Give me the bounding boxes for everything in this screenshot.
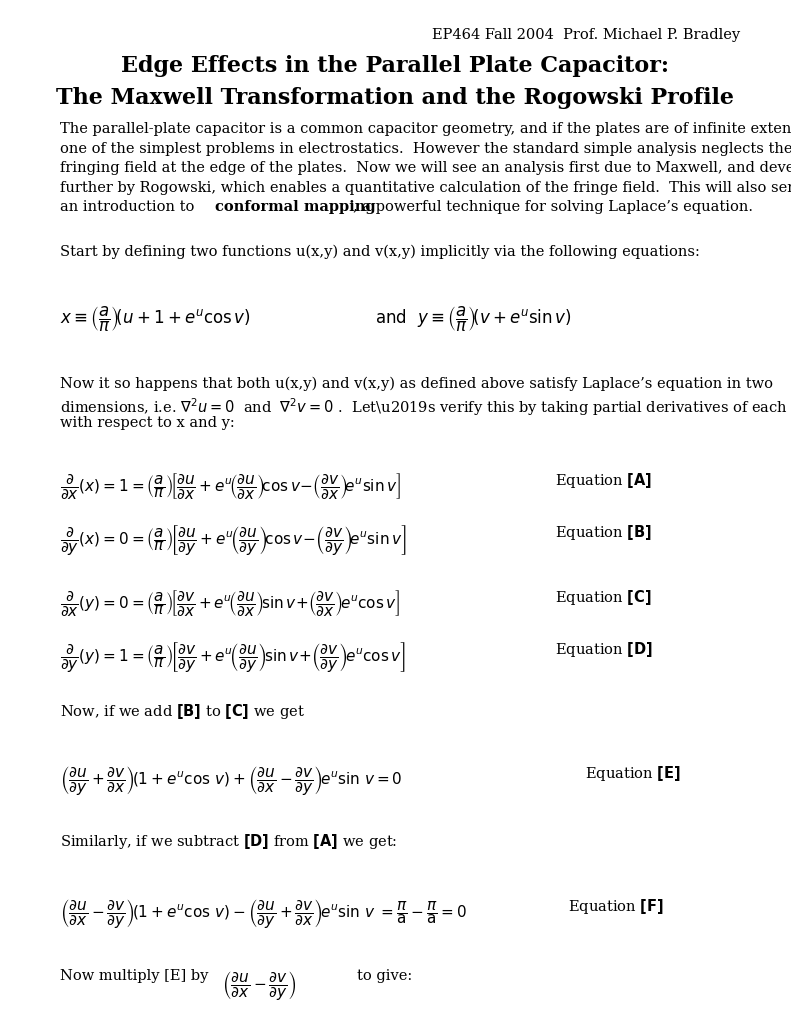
Text: with respect to x and y:: with respect to x and y: — [60, 416, 235, 430]
Text: $\dfrac{\partial}{\partial y}(y)=1=\left(\dfrac{a}{\pi}\right)\!\left[\dfrac{\pa: $\dfrac{\partial}{\partial y}(y)=1=\left… — [60, 640, 406, 674]
Text: $\dfrac{\partial}{\partial y}(x)=0=\left(\dfrac{a}{\pi}\right)\!\left[\dfrac{\pa: $\dfrac{\partial}{\partial y}(x)=0=\left… — [60, 523, 407, 557]
Text: , a powerful technique for solving Laplace’s equation.: , a powerful technique for solving Lapla… — [353, 201, 753, 214]
Text: $\mathrm{and}\ \ y \equiv \left(\dfrac{a}{\pi}\right)\!\left(v + e^{u}\sin v\rig: $\mathrm{and}\ \ y \equiv \left(\dfrac{a… — [375, 305, 572, 334]
Text: $x \equiv \left(\dfrac{a}{\pi}\right)\!\left(u+1+e^{u}\cos v\right)$: $x \equiv \left(\dfrac{a}{\pi}\right)\!\… — [60, 305, 251, 334]
Text: EP464 Fall 2004  Prof. Michael P. Bradley: EP464 Fall 2004 Prof. Michael P. Bradley — [432, 28, 740, 42]
Text: Now it so happens that both u(x,y) and v(x,y) as defined above satisfy Laplace’s: Now it so happens that both u(x,y) and v… — [60, 377, 773, 391]
Text: $\left(\dfrac{\partial u}{\partial y}+\dfrac{\partial v}{\partial x}\right)\!\le: $\left(\dfrac{\partial u}{\partial y}+\d… — [60, 764, 403, 798]
Text: Start by defining two functions u(x,y) and v(x,y) implicitly via the following e: Start by defining two functions u(x,y) a… — [60, 245, 700, 259]
Text: one of the simplest problems in electrostatics.  However the standard simple ana: one of the simplest problems in electros… — [60, 141, 791, 156]
Text: Equation $\mathbf{[F]}$: Equation $\mathbf{[F]}$ — [568, 897, 664, 916]
Text: fringing field at the edge of the plates.  Now we will see an analysis first due: fringing field at the edge of the plates… — [60, 161, 791, 175]
Text: $\left(\dfrac{\partial u}{\partial x}-\dfrac{\partial v}{\partial y}\right)$: $\left(\dfrac{\partial u}{\partial x}-\d… — [222, 969, 297, 1002]
Text: $\dfrac{\partial}{\partial x}(x)=1=\left(\dfrac{a}{\pi}\right)\!\left[\dfrac{\pa: $\dfrac{\partial}{\partial x}(x)=1=\left… — [60, 471, 401, 501]
Text: further by Rogowski, which enables a quantitative calculation of the fringe fiel: further by Rogowski, which enables a qua… — [60, 181, 791, 195]
Text: to give:: to give: — [357, 969, 412, 983]
Text: Now multiply [E] by: Now multiply [E] by — [60, 969, 208, 983]
Text: Now, if we add $\mathbf{[B]}$ to $\mathbf{[C]}$ we get: Now, if we add $\mathbf{[B]}$ to $\mathb… — [60, 702, 305, 721]
Text: conformal mapping: conformal mapping — [215, 201, 376, 214]
Text: $\dfrac{\partial}{\partial x}(y)=0=\left(\dfrac{a}{\pi}\right)\!\left[\dfrac{\pa: $\dfrac{\partial}{\partial x}(y)=0=\left… — [60, 588, 400, 618]
Text: The parallel-plate capacitor is a common capacitor geometry, and if the plates a: The parallel-plate capacitor is a common… — [60, 122, 791, 136]
Text: Similarly, if we subtract $\mathbf{[D]}$ from $\mathbf{[A]}$ we get:: Similarly, if we subtract $\mathbf{[D]}$… — [60, 833, 397, 851]
Text: $\left(\dfrac{\partial u}{\partial x}-\dfrac{\partial v}{\partial y}\right)\!\le: $\left(\dfrac{\partial u}{\partial x}-\d… — [60, 897, 467, 930]
Text: Equation $\mathbf{[E]}$: Equation $\mathbf{[E]}$ — [585, 764, 680, 783]
Text: dimensions, i.e. $\nabla^2 u = 0$  and  $\nabla^2 v = 0$ .  Let\u2019s verify th: dimensions, i.e. $\nabla^2 u = 0$ and $\… — [60, 396, 791, 418]
Text: The Maxwell Transformation and the Rogowski Profile: The Maxwell Transformation and the Rogow… — [56, 87, 735, 109]
Text: Equation $\mathbf{[C]}$: Equation $\mathbf{[C]}$ — [555, 588, 652, 607]
Text: Equation $\mathbf{[D]}$: Equation $\mathbf{[D]}$ — [555, 640, 653, 659]
Text: Equation $\mathbf{[B]}$: Equation $\mathbf{[B]}$ — [555, 523, 652, 542]
Text: an introduction to: an introduction to — [60, 201, 199, 214]
Text: Edge Effects in the Parallel Plate Capacitor:: Edge Effects in the Parallel Plate Capac… — [122, 55, 669, 77]
Text: Equation $\mathbf{[A]}$: Equation $\mathbf{[A]}$ — [555, 471, 652, 490]
